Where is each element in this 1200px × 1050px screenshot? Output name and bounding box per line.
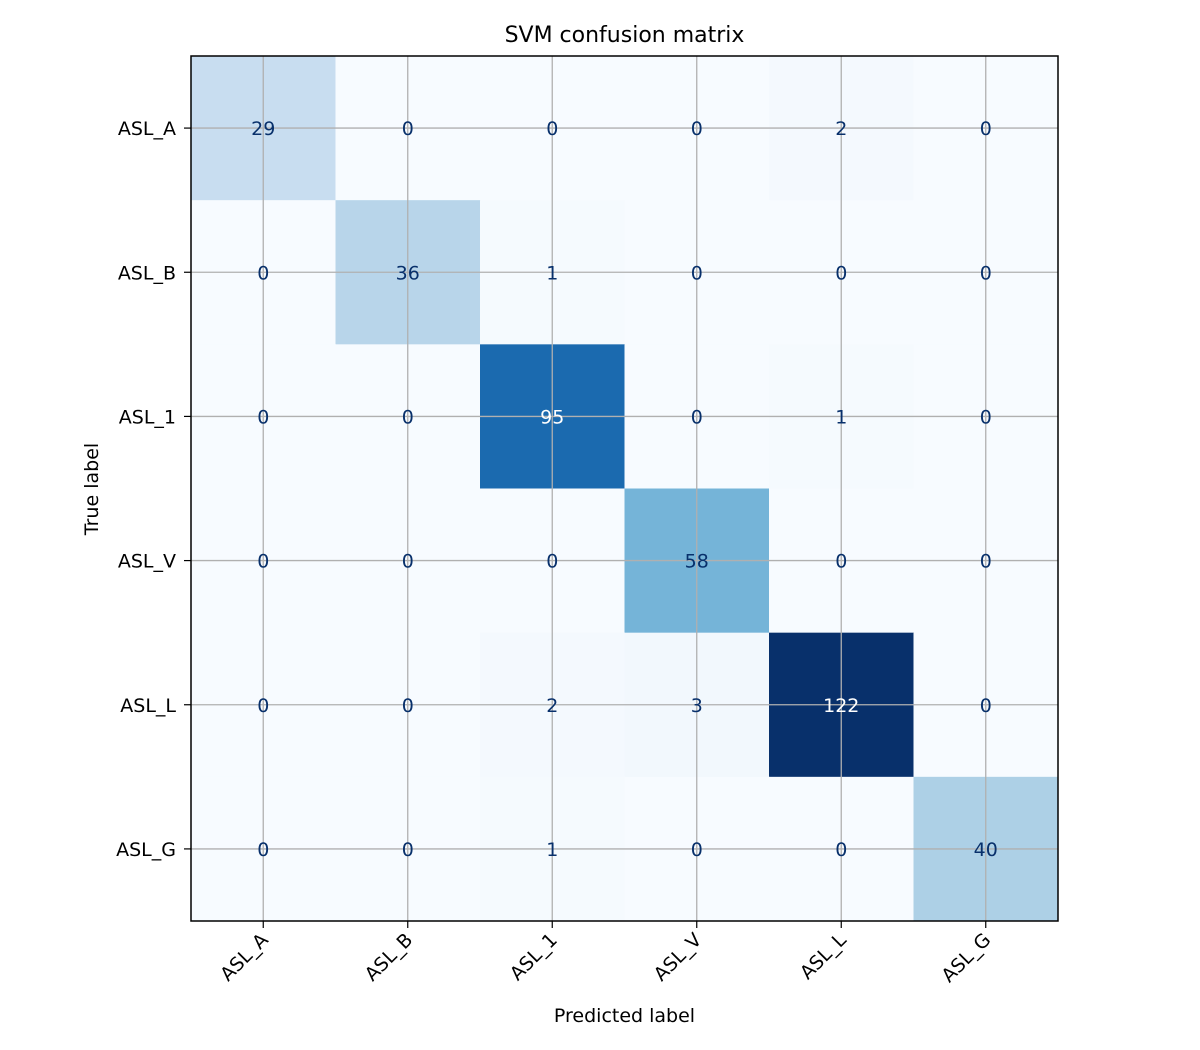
cell-value-label: 0	[402, 839, 414, 861]
y-axis-label: True label	[81, 443, 103, 536]
cell-value-label: 36	[396, 262, 420, 284]
cell-value-label: 95	[540, 406, 564, 428]
cell-value-label: 0	[980, 262, 992, 284]
y-tick-label: ASL_V	[118, 551, 176, 573]
x-tick-label: ASL_G	[937, 929, 995, 987]
x-tick-label: ASL_L	[796, 929, 851, 984]
cell-value-label: 0	[980, 406, 992, 428]
cell-value-label: 0	[402, 406, 414, 428]
cell-value-label: 0	[691, 839, 703, 861]
cell-value-label: 0	[257, 839, 269, 861]
cell-value-label: 0	[257, 551, 269, 573]
cell-value-label: 0	[402, 118, 414, 140]
cell-value-label: 0	[257, 262, 269, 284]
cell-value-label: 0	[980, 551, 992, 573]
cell-value-label: 29	[251, 118, 275, 140]
y-tick-label: ASL_B	[118, 262, 176, 284]
x-tick-label: ASL_1	[506, 929, 562, 985]
chart-title: SVM confusion matrix	[505, 23, 745, 48]
cell-value-label: 2	[835, 118, 847, 140]
y-tick-label: ASL_L	[120, 695, 176, 717]
y-tick-label: ASL_G	[116, 839, 176, 861]
cell-value-label: 0	[691, 262, 703, 284]
cell-value-label: 0	[835, 839, 847, 861]
cell-value-label: 0	[257, 406, 269, 428]
y-tick-label: ASL_1	[119, 406, 176, 428]
cell-value-label: 0	[980, 695, 992, 717]
grid-lines	[191, 56, 1058, 921]
x-tick-label: ASL_A	[216, 929, 273, 986]
cell-value-label: 40	[974, 839, 998, 861]
cell-value-label: 0	[546, 118, 558, 140]
cell-value-label: 1	[835, 406, 847, 428]
cell-value-label: 1	[546, 262, 558, 284]
cell-value-label: 1	[546, 839, 558, 861]
x-axis-label: Predicted label	[554, 1005, 695, 1027]
cell-value-label: 0	[691, 406, 703, 428]
cell-value-label: 0	[835, 551, 847, 573]
cell-value-labels: 29 0 0 0 2 0 0 36 1 0 0 0 0 0 95 0 1 0 0 0 0 58 0 0 0 0 2 3 122 0 0 0 1 0…	[251, 118, 998, 861]
matrix-cells	[191, 56, 1059, 922]
cell-value-label: 58	[685, 551, 709, 573]
plot-frame	[190, 55, 1059, 922]
cell-value-label: 0	[835, 262, 847, 284]
cell-value-label: 0	[402, 551, 414, 573]
cell-value-label: 0	[980, 118, 992, 140]
cell-value-label: 122	[823, 695, 859, 717]
y-tick-labels: ASL_A ASL_B ASL_1 ASL_V ASL_L ASL_G	[116, 118, 176, 861]
cell-value-label: 0	[402, 695, 414, 717]
cell-value-label: 0	[257, 695, 269, 717]
x-tick-label: ASL_V	[650, 929, 707, 986]
axis-ticks	[184, 127, 987, 928]
y-tick-label: ASL_A	[118, 118, 176, 140]
cell-value-label: 3	[691, 695, 703, 717]
cell-value-label: 0	[546, 551, 558, 573]
cell-value-label: 0	[691, 118, 703, 140]
cell-value-label: 2	[546, 695, 558, 717]
x-tick-labels: ASL_A ASL_B ASL_1 ASL_V ASL_L ASL_G	[216, 929, 995, 987]
x-tick-label: ASL_B	[361, 929, 418, 986]
